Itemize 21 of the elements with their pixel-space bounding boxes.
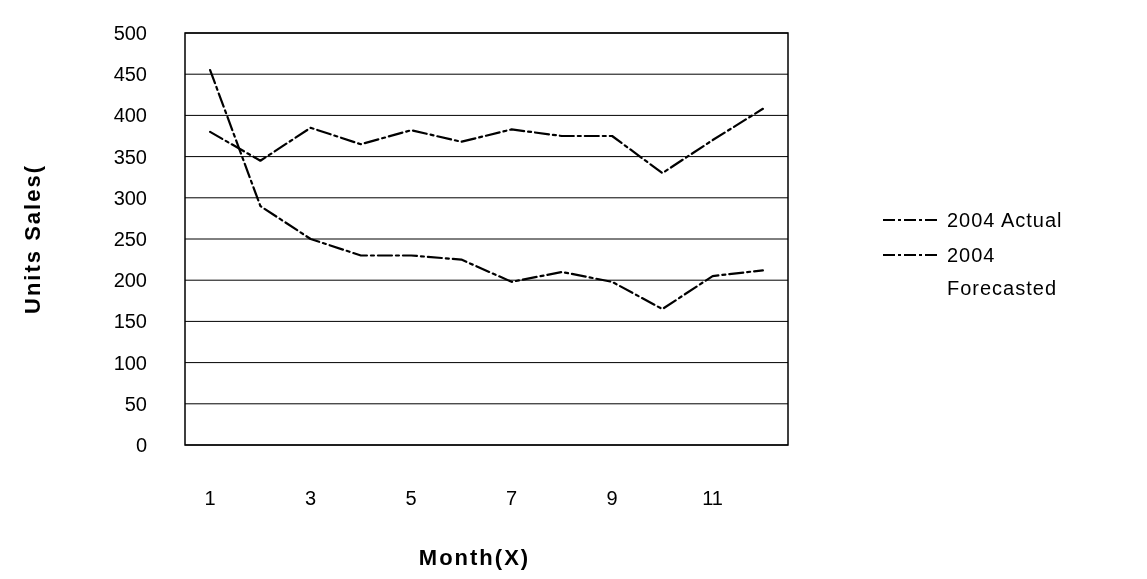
x-axis-title: Month(X) (418, 544, 531, 570)
legend-label: 2004 Forecasted (947, 244, 1058, 299)
y-axis-title: Units Sales( (19, 164, 45, 314)
y-tick-label: 400 (113, 104, 147, 127)
y-tick-label: 50 (124, 392, 147, 415)
x-tick-label: 1 (204, 487, 216, 509)
x-tick-label: 7 (506, 487, 518, 509)
y-tick-label: 0 (135, 434, 147, 456)
y-tick-label: 350 (113, 145, 147, 168)
legend-label: 2004 Actual (947, 209, 1063, 231)
y-tick-label: 300 (113, 186, 147, 209)
y-tick-label: 100 (113, 351, 147, 374)
x-tick-label: 5 (405, 487, 417, 509)
y-tick-label: 150 (113, 310, 147, 333)
x-tick-label: 3 (305, 487, 317, 509)
y-tick-label: 500 (113, 22, 147, 44)
x-tick-label: 9 (606, 487, 618, 509)
x-tick-label: 11 (702, 487, 724, 509)
y-tick-label: 450 (113, 63, 147, 86)
y-tick-label: 250 (113, 228, 147, 250)
y-tick-label: 200 (113, 269, 147, 292)
